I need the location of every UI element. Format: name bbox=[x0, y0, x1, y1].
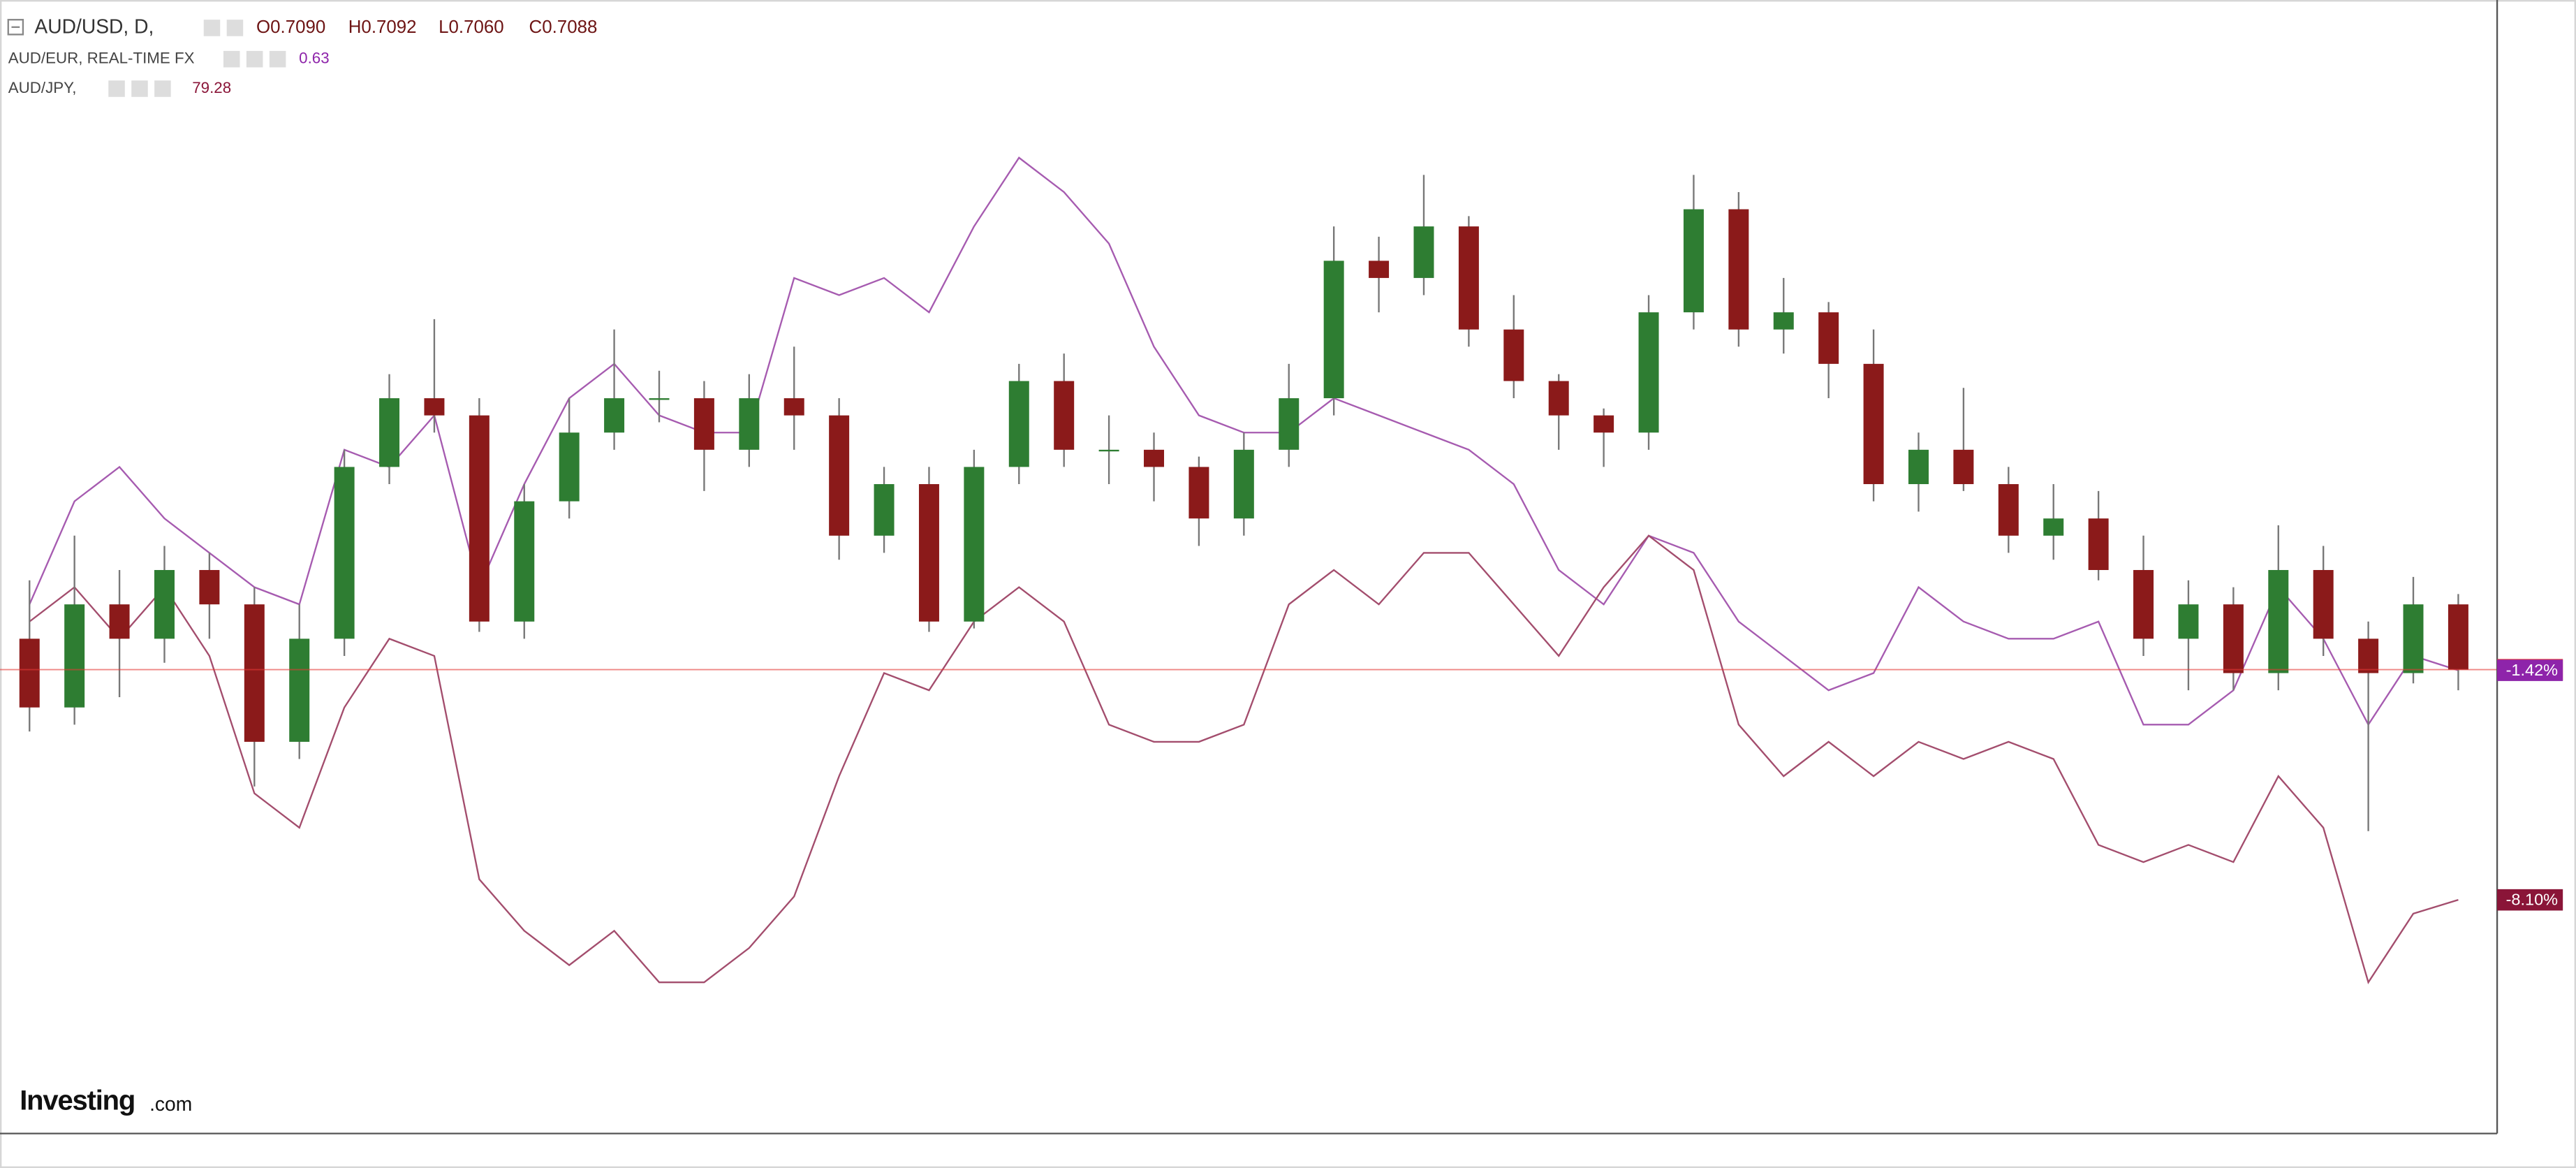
candle-body bbox=[1188, 467, 1209, 519]
candle-body bbox=[829, 415, 850, 536]
settings-icon[interactable] bbox=[108, 80, 125, 97]
candle-body bbox=[1683, 209, 1704, 313]
candle-body bbox=[1908, 449, 1929, 485]
candle-body bbox=[424, 398, 445, 416]
settings-icon[interactable] bbox=[203, 20, 221, 36]
candle-body bbox=[1548, 381, 1569, 416]
candle-body bbox=[2223, 604, 2244, 673]
candle-body bbox=[2403, 604, 2424, 673]
legend: AUD/USD, D, O0.7090 H0.7092 L0.7060 C0.7… bbox=[7, 15, 598, 97]
candle-body bbox=[964, 467, 985, 622]
candle-body bbox=[1233, 449, 1254, 519]
candle-body bbox=[2313, 569, 2334, 639]
settings-icon[interactable] bbox=[154, 80, 171, 97]
candle-body bbox=[2088, 518, 2109, 570]
candle-body bbox=[783, 398, 804, 416]
candle-body bbox=[1998, 484, 2019, 536]
candle-body bbox=[1863, 363, 1884, 485]
candle-body bbox=[469, 415, 490, 622]
quote: 79.28 bbox=[192, 79, 231, 96]
quote: O0.7090 bbox=[256, 17, 325, 37]
candle-body bbox=[2043, 518, 2064, 536]
candle-body bbox=[1773, 312, 1794, 330]
candle-body bbox=[379, 398, 400, 467]
candle-body bbox=[2358, 638, 2379, 673]
candle-body bbox=[2178, 604, 2199, 639]
candle-body bbox=[1008, 381, 1029, 467]
candle-body bbox=[1458, 226, 1479, 330]
settings-icon[interactable] bbox=[223, 50, 240, 68]
candle-body bbox=[1594, 415, 1614, 433]
candle-body bbox=[1369, 261, 1390, 278]
series-name: AUD/USD, D, bbox=[34, 15, 154, 37]
candle-body bbox=[19, 638, 40, 708]
quote: 0.63 bbox=[299, 50, 329, 67]
quote: H0.7092 bbox=[348, 17, 417, 37]
collapse-icon[interactable] bbox=[7, 19, 24, 36]
candle-body bbox=[514, 501, 535, 622]
candle-body bbox=[918, 484, 939, 622]
candle-body bbox=[1818, 312, 1839, 364]
candle-body bbox=[154, 569, 175, 639]
candle-body bbox=[109, 604, 130, 639]
candle-body bbox=[1098, 449, 1119, 452]
quote: C0.7088 bbox=[529, 17, 598, 37]
candle-body bbox=[559, 432, 580, 502]
candle-body bbox=[289, 638, 310, 742]
candle-body bbox=[874, 484, 895, 536]
candle-body bbox=[693, 398, 714, 450]
price-badge bbox=[2497, 889, 2563, 911]
series-name: AUD/EUR, REAL-TIME FX bbox=[8, 50, 195, 67]
price-badge-label: -1.42% bbox=[2506, 661, 2559, 679]
candle-body bbox=[1144, 449, 1165, 467]
candle-body bbox=[1953, 449, 1974, 485]
candle-body bbox=[244, 604, 265, 742]
plot bbox=[0, 156, 2498, 984]
settings-icon[interactable] bbox=[131, 80, 148, 97]
candle-body bbox=[1638, 312, 1659, 433]
candle-body bbox=[1323, 261, 1344, 399]
candle-body bbox=[334, 467, 355, 639]
line-series bbox=[29, 534, 2459, 984]
candle-body bbox=[64, 604, 85, 708]
candle-body bbox=[2448, 604, 2468, 670]
candle-body bbox=[2268, 569, 2289, 673]
settings-icon[interactable] bbox=[226, 20, 244, 36]
candle-body bbox=[649, 398, 670, 400]
candle-body bbox=[739, 398, 760, 450]
candle-body bbox=[199, 569, 220, 605]
candle-body bbox=[604, 398, 625, 433]
candle-body bbox=[2133, 569, 2154, 639]
quote: L0.7060 bbox=[439, 17, 504, 37]
candle-body bbox=[1054, 381, 1075, 450]
price-badge bbox=[2497, 659, 2563, 681]
logo: Investing bbox=[20, 1086, 135, 1116]
settings-icon[interactable] bbox=[246, 50, 263, 68]
candle-body bbox=[1413, 226, 1434, 278]
candle-body bbox=[1503, 329, 1524, 381]
logo-suffix: .com bbox=[149, 1093, 192, 1115]
price-badge-label: -8.10% bbox=[2506, 891, 2559, 909]
axes: -1.40%-1.42%-8.10% bbox=[0, 0, 2563, 1134]
settings-icon[interactable] bbox=[269, 50, 286, 68]
candle-body bbox=[1728, 209, 1749, 330]
candle-body bbox=[1279, 398, 1300, 450]
series-name: AUD/JPY, bbox=[8, 79, 77, 96]
